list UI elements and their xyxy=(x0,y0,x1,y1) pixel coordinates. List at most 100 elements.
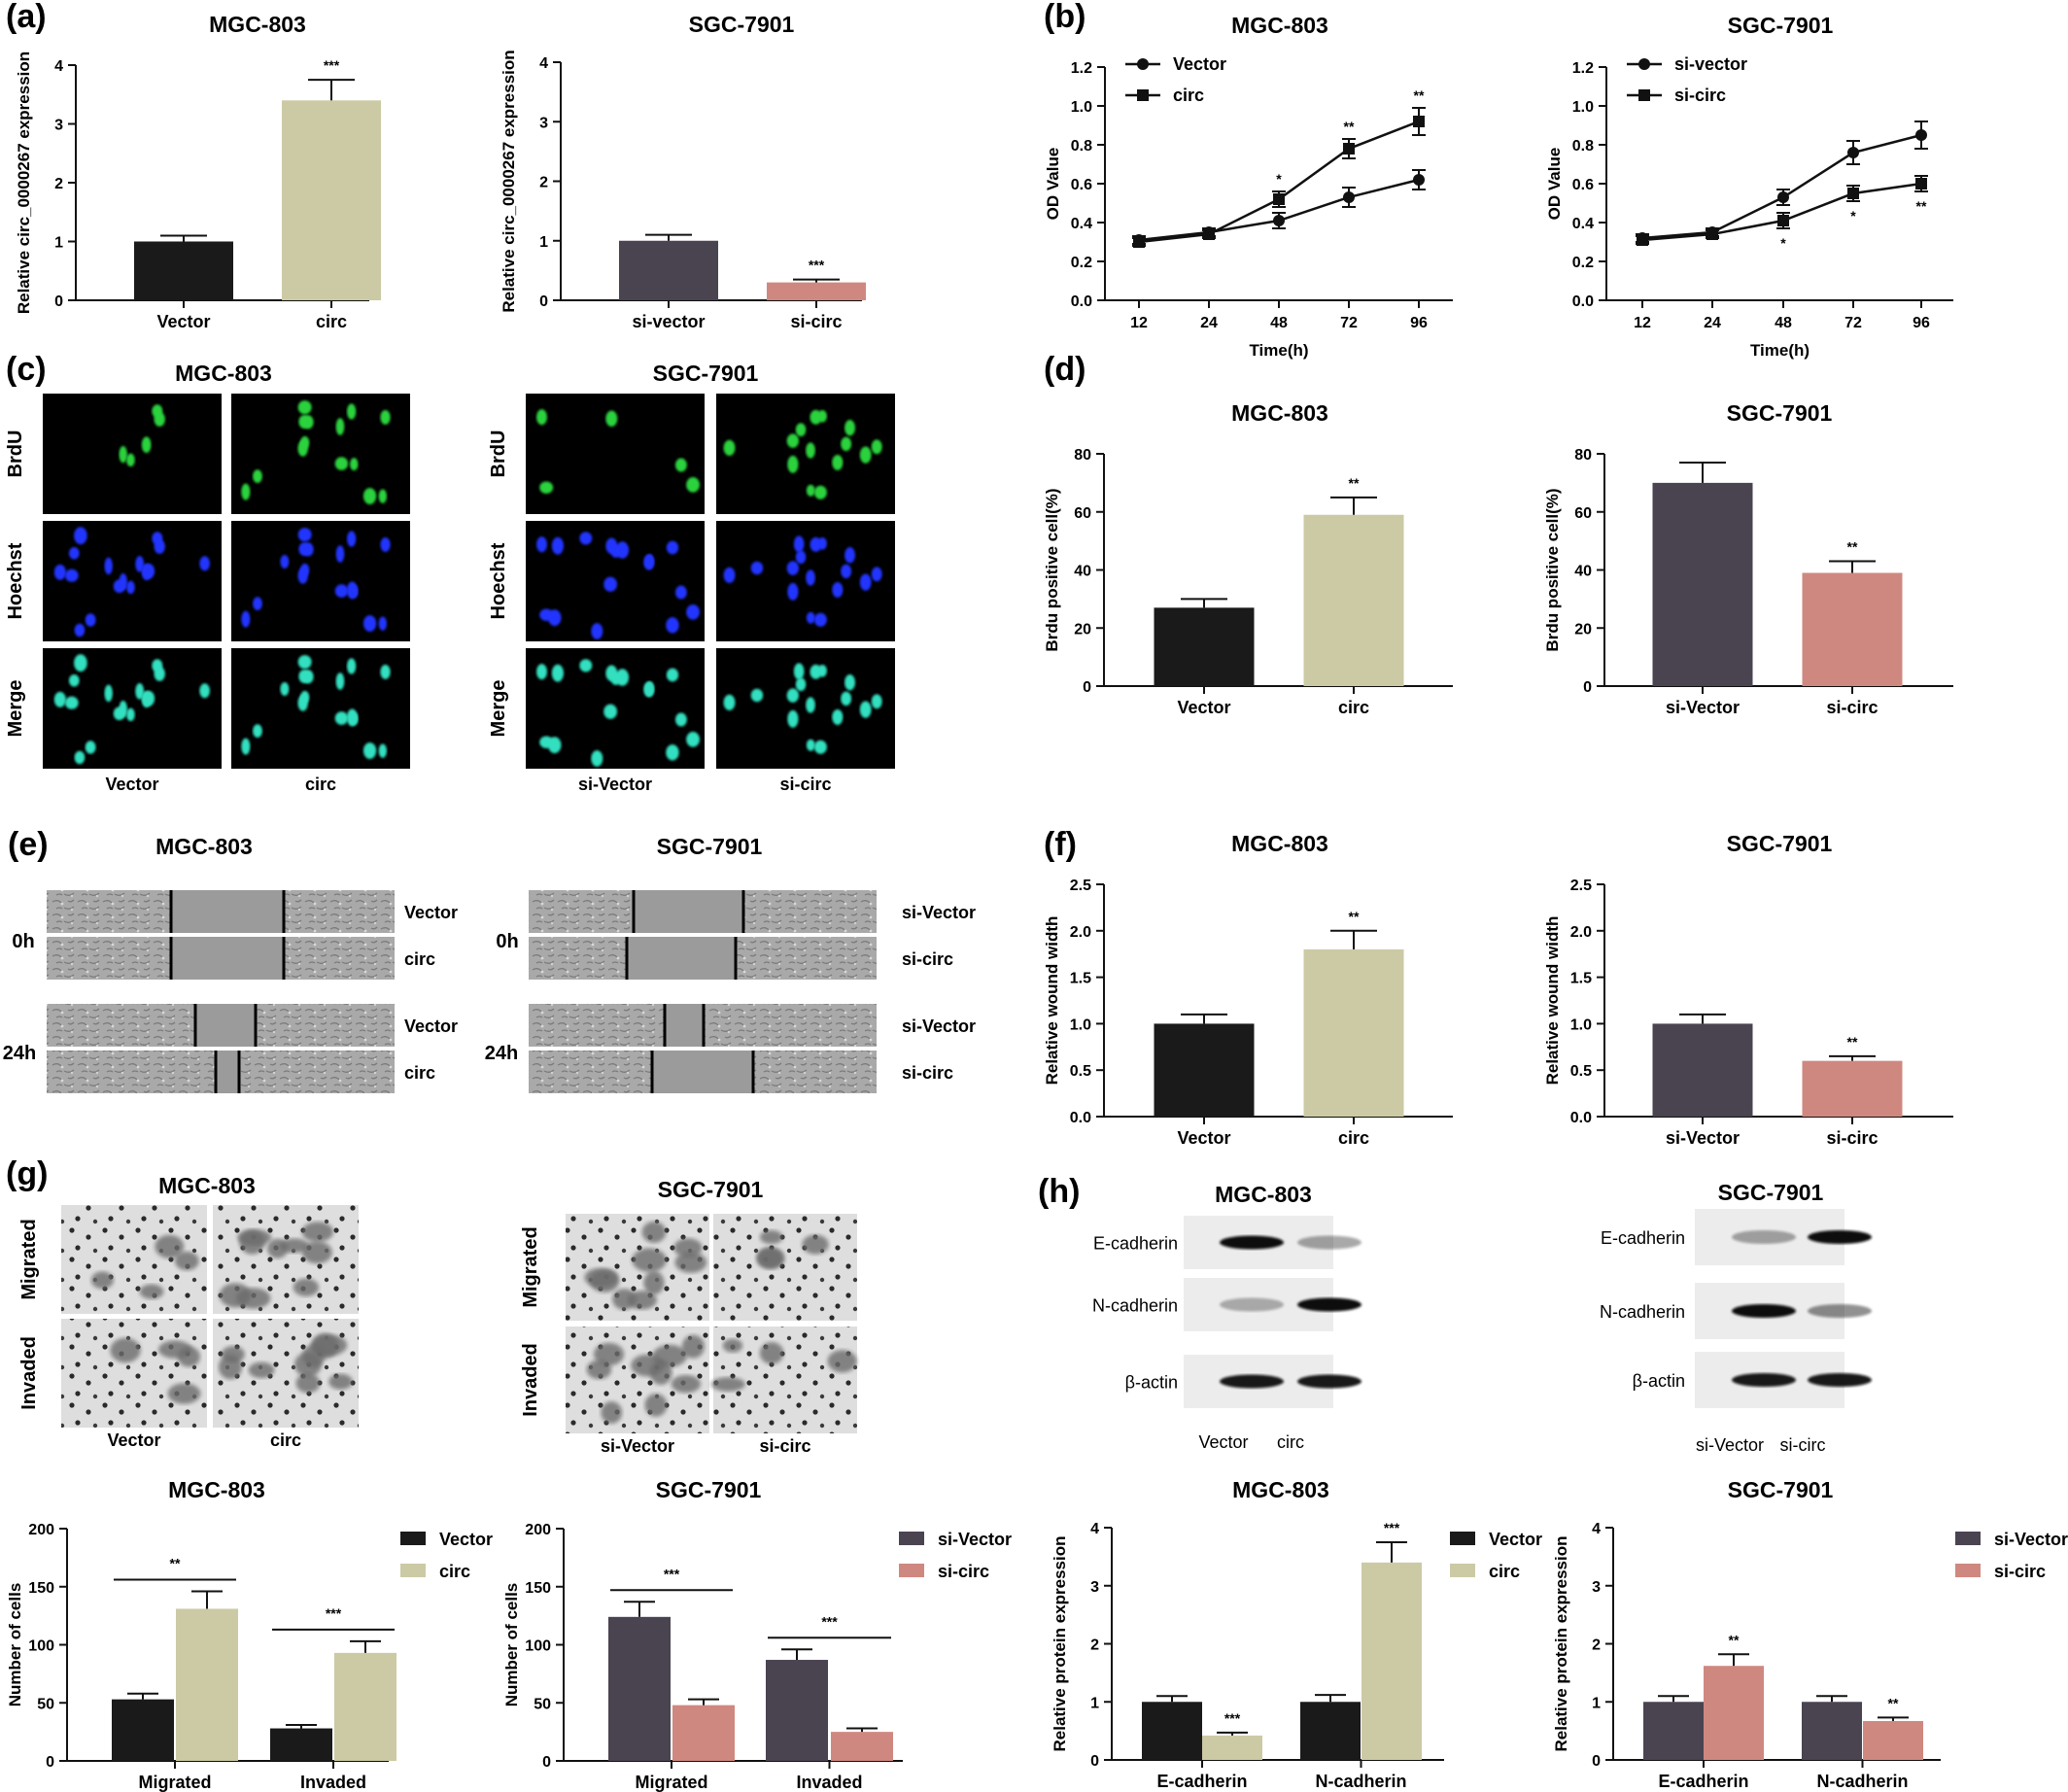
y-tick-label: 40 xyxy=(1574,564,1592,580)
wound-row-label: Vector xyxy=(404,1017,458,1036)
y-tick-label: 0.6 xyxy=(1071,177,1092,193)
panel-letter-a: (a) xyxy=(6,0,47,35)
transwell-image xyxy=(61,1319,207,1428)
y-tick-label: 2.5 xyxy=(1570,878,1592,894)
nucleus xyxy=(362,488,377,504)
nucleus xyxy=(793,535,805,553)
nucleus xyxy=(686,477,700,493)
h-western-blots: E-cadherin N-cadherin β-actin Vector circ E-c… xyxy=(1092,1209,1872,1455)
protein-band xyxy=(1808,1230,1872,1244)
legend-swatch xyxy=(1450,1564,1475,1577)
stained-cell xyxy=(612,1289,637,1310)
y-tick-label: 100 xyxy=(525,1638,551,1655)
significance-label: ** xyxy=(1414,87,1425,103)
y-tick-label: 2 xyxy=(54,176,63,192)
x-axis-label: Time(h) xyxy=(1249,341,1308,360)
e-right-title: SGC-7901 xyxy=(657,834,763,859)
stained-cell xyxy=(827,1350,857,1373)
stained-cell xyxy=(759,1229,783,1245)
nucleus xyxy=(539,481,554,495)
nucleus xyxy=(74,527,87,545)
nucleus xyxy=(280,554,290,569)
y-axis-label: Relative protein expression xyxy=(1552,1535,1570,1751)
nucleus xyxy=(335,672,345,690)
y-tick-label: 1 xyxy=(1090,1695,1099,1711)
nucleus xyxy=(547,737,562,754)
nucleus xyxy=(859,446,872,464)
stained-cell xyxy=(644,1393,668,1417)
data-point xyxy=(1847,188,1859,199)
nucleus xyxy=(74,654,87,672)
nucleus xyxy=(723,567,736,583)
data-point xyxy=(1637,234,1648,246)
stained-cell xyxy=(601,1401,623,1424)
x-tick-label: E-cadherin xyxy=(1658,1772,1748,1791)
nucleus xyxy=(723,439,736,456)
nucleus xyxy=(603,576,618,592)
bar xyxy=(1303,948,1404,1117)
bar xyxy=(1142,1702,1202,1760)
y-axis-label: Brdu positive cell(%) xyxy=(1543,488,1562,651)
x-tick-label: si-circ xyxy=(1826,1128,1878,1148)
x-tick-label: si-circ xyxy=(790,312,842,331)
nucleus xyxy=(199,683,210,699)
significance-label: ** xyxy=(1888,1695,1899,1710)
panel-letter-b: (b) xyxy=(1044,0,1086,35)
nucleus xyxy=(787,582,799,601)
chart-title: SGC-7901 xyxy=(1728,13,1834,38)
legend-swatch xyxy=(400,1532,426,1545)
band-label: N-cadherin xyxy=(1092,1296,1178,1316)
panel-letter-e: (e) xyxy=(8,826,49,863)
y-tick-label: 40 xyxy=(1074,564,1091,580)
y-tick-label: 2.0 xyxy=(1070,924,1091,941)
significance-label: * xyxy=(1780,235,1786,251)
nucleus xyxy=(346,658,357,674)
y-tick-label: 50 xyxy=(37,1696,54,1712)
nucleus xyxy=(786,433,800,448)
y-tick-label: 20 xyxy=(1074,621,1091,638)
lane-label: circ xyxy=(1277,1432,1304,1452)
nucleus xyxy=(346,708,358,727)
c-right-title: SGC-7901 xyxy=(653,361,759,386)
stained-cell xyxy=(301,1241,332,1264)
bar xyxy=(282,100,381,300)
nucleus xyxy=(334,584,349,598)
chart-title: MGC-803 xyxy=(1232,1477,1329,1502)
legend-marker xyxy=(1638,89,1650,101)
nucleus xyxy=(135,683,145,700)
x-tick-label: si-Vector xyxy=(1666,1128,1740,1148)
y-tick-label: 0 xyxy=(54,293,63,310)
stained-cell xyxy=(293,1278,320,1296)
y-tick-label: 50 xyxy=(534,1696,551,1712)
nucleus xyxy=(786,561,800,575)
nucleus xyxy=(154,666,165,681)
legend-label: Vector xyxy=(439,1530,493,1549)
protein-band xyxy=(1220,1297,1284,1312)
nucleus xyxy=(723,694,736,710)
chart-a-sgc7901: SGC-7901 0 1 2 3 4 Relative circ_0000267 expre… xyxy=(500,12,866,331)
stained-cell xyxy=(671,1374,701,1394)
significance-label: ** xyxy=(1916,198,1927,214)
time-label: 0h xyxy=(496,931,518,952)
nucleus xyxy=(64,696,79,709)
y-tick-label: 0.0 xyxy=(1570,1110,1592,1126)
x-tick-label: circ xyxy=(316,312,347,331)
nucleus xyxy=(113,706,125,721)
nucleus xyxy=(346,403,357,420)
nucleus xyxy=(615,541,630,559)
stained-cell xyxy=(167,1383,201,1404)
y-tick-label: 200 xyxy=(525,1522,551,1538)
stained-cell xyxy=(301,1222,334,1242)
bar xyxy=(767,282,866,300)
x-axis-label: Time(h) xyxy=(1750,341,1810,360)
band-label: E-cadherin xyxy=(1093,1234,1178,1254)
significance-label: ** xyxy=(170,1556,181,1571)
nucleus xyxy=(615,669,630,686)
nucleus xyxy=(141,436,152,454)
x-tick-label: si-circ xyxy=(1826,698,1878,717)
nucleus xyxy=(154,411,165,427)
x-tick-label: Vector xyxy=(156,312,210,331)
y-axis-label: Relative wound width xyxy=(1543,916,1562,1086)
legend-label: circ xyxy=(439,1562,470,1581)
